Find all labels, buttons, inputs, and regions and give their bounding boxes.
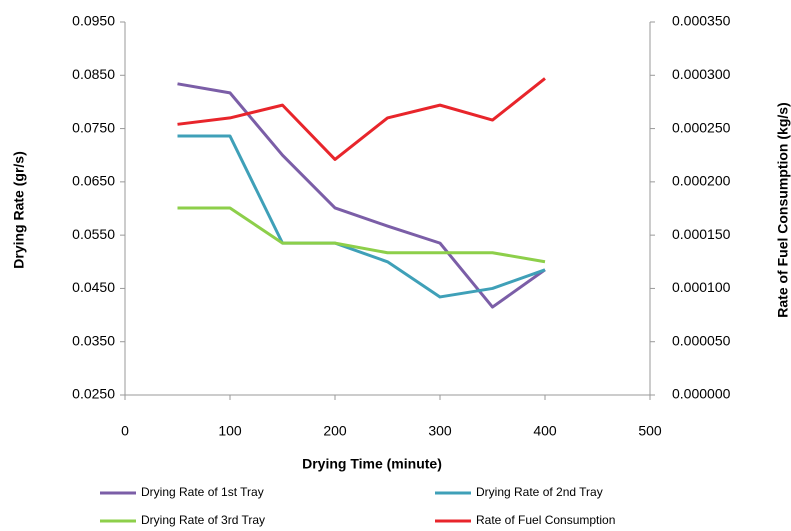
legend-label: Drying Rate of 2nd Tray <box>476 485 603 499</box>
y-tick-label: 0.0450 <box>72 279 115 295</box>
y-tick-label: 0.0850 <box>72 66 115 82</box>
y-tick-label: 0.0750 <box>72 119 115 135</box>
y2-tick-label: 0.000200 <box>672 173 731 189</box>
y-tick-label: 0.0350 <box>72 332 115 348</box>
legend-label: Drying Rate of 3rd Tray <box>141 513 265 527</box>
x-tick-label: 100 <box>218 423 242 439</box>
y-tick-label: 0.0650 <box>72 173 115 189</box>
y2-tick-label: 0.000100 <box>672 279 731 295</box>
y2-tick-label: 0.000350 <box>672 13 731 29</box>
legend-label: Rate of Fuel Consumption <box>476 513 615 527</box>
x-tick-label: 300 <box>428 423 452 439</box>
y2-tick-label: 0.000150 <box>672 226 731 242</box>
y-axis-title: Drying Rate (gr/s) <box>11 151 27 268</box>
y2-tick-label: 0.000300 <box>672 66 731 82</box>
x-tick-label: 400 <box>533 423 557 439</box>
y-tick-label: 0.0250 <box>72 386 115 402</box>
x-tick-label: 0 <box>121 423 129 439</box>
series-line <box>177 134 546 299</box>
y-tick-label: 0.0950 <box>72 13 115 29</box>
series-line <box>177 206 546 264</box>
y2-axis-title: Rate of Fuel Consumption (kg/s) <box>775 102 791 317</box>
x-tick-label: 500 <box>638 423 662 439</box>
y2-tick-label: 0.000050 <box>672 332 731 348</box>
series-line <box>177 82 546 309</box>
x-tick-label: 200 <box>323 423 347 439</box>
legend-label: Drying Rate of 1st Tray <box>141 485 264 499</box>
y2-tick-label: 0.000250 <box>672 119 731 135</box>
y2-tick-label: 0.000000 <box>672 386 731 402</box>
x-axis-title: Drying Time (minute) <box>302 456 442 472</box>
y-tick-label: 0.0550 <box>72 226 115 242</box>
series-line <box>177 77 546 161</box>
